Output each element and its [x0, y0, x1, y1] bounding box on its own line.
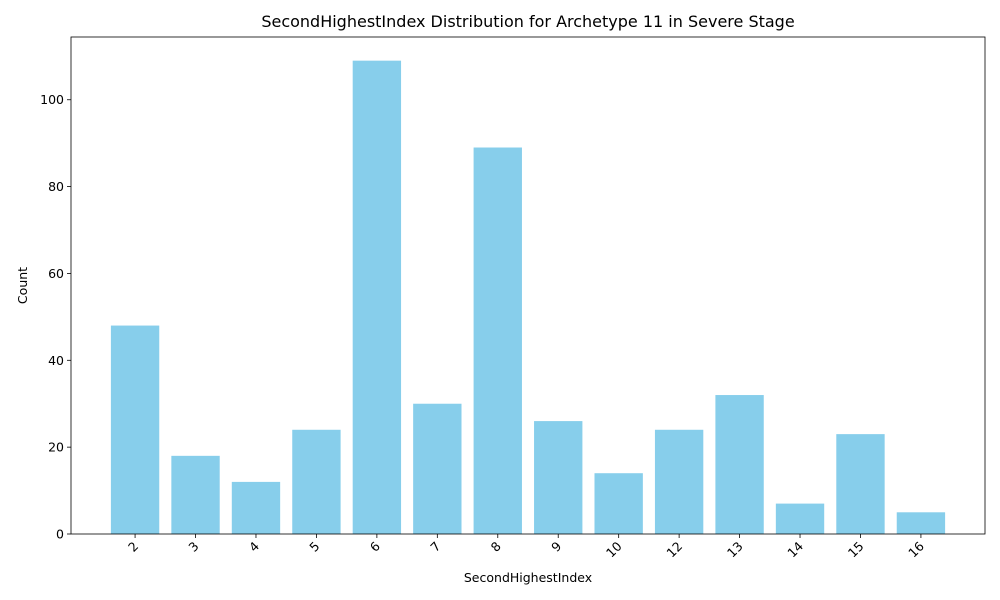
y-axis: 0 20 40 60 80 100: [40, 92, 71, 542]
x-axis-label: SecondHighestIndex: [464, 570, 592, 585]
x-tick-label: 8: [488, 538, 504, 554]
x-tick-label: 2: [125, 539, 141, 555]
x-tick-label: 13: [724, 539, 746, 561]
bar-16: [896, 512, 946, 534]
y-axis-label: Count: [15, 267, 30, 304]
x-tick-label: 5: [306, 539, 322, 555]
bar-9: [534, 421, 583, 534]
x-tick-label: 4: [246, 538, 262, 554]
bar-5: [292, 429, 341, 534]
y-tick-label: 0: [56, 527, 64, 542]
bar-13: [715, 395, 764, 534]
bar-6: [352, 60, 402, 535]
bar-12: [654, 429, 704, 534]
y-tick-label: 20: [48, 440, 64, 455]
x-tick-label: 9: [548, 538, 564, 554]
y-tick-label: 40: [48, 353, 64, 368]
x-tick-label: 14: [784, 538, 806, 560]
bars-group: [110, 60, 946, 535]
y-tick-label: 60: [48, 266, 64, 281]
bar-15: [836, 434, 885, 534]
bar-7: [413, 403, 462, 534]
plot-frame: [70, 36, 986, 535]
bar-3: [171, 455, 220, 534]
chart-title: SecondHighestIndex Distribution for Arch…: [261, 12, 794, 31]
bar-8: [473, 147, 522, 534]
bar-10: [594, 473, 643, 534]
x-tick-label: 12: [663, 539, 685, 561]
y-tick-label: 100: [40, 92, 64, 107]
x-tick-label: 15: [845, 539, 867, 561]
x-tick-label: 3: [185, 539, 201, 555]
x-axis: 2 3 4 5 6 7 8 9 10 12 13 14 15 16: [125, 534, 927, 560]
bar-4: [231, 481, 281, 534]
x-tick-label: 16: [905, 538, 927, 560]
y-tick-label: 80: [48, 179, 64, 194]
bar-14: [775, 503, 825, 534]
x-tick-label: 10: [603, 538, 625, 560]
x-tick-label: 6: [367, 538, 383, 554]
bar-2: [110, 325, 160, 534]
x-tick-label: 7: [427, 539, 443, 555]
